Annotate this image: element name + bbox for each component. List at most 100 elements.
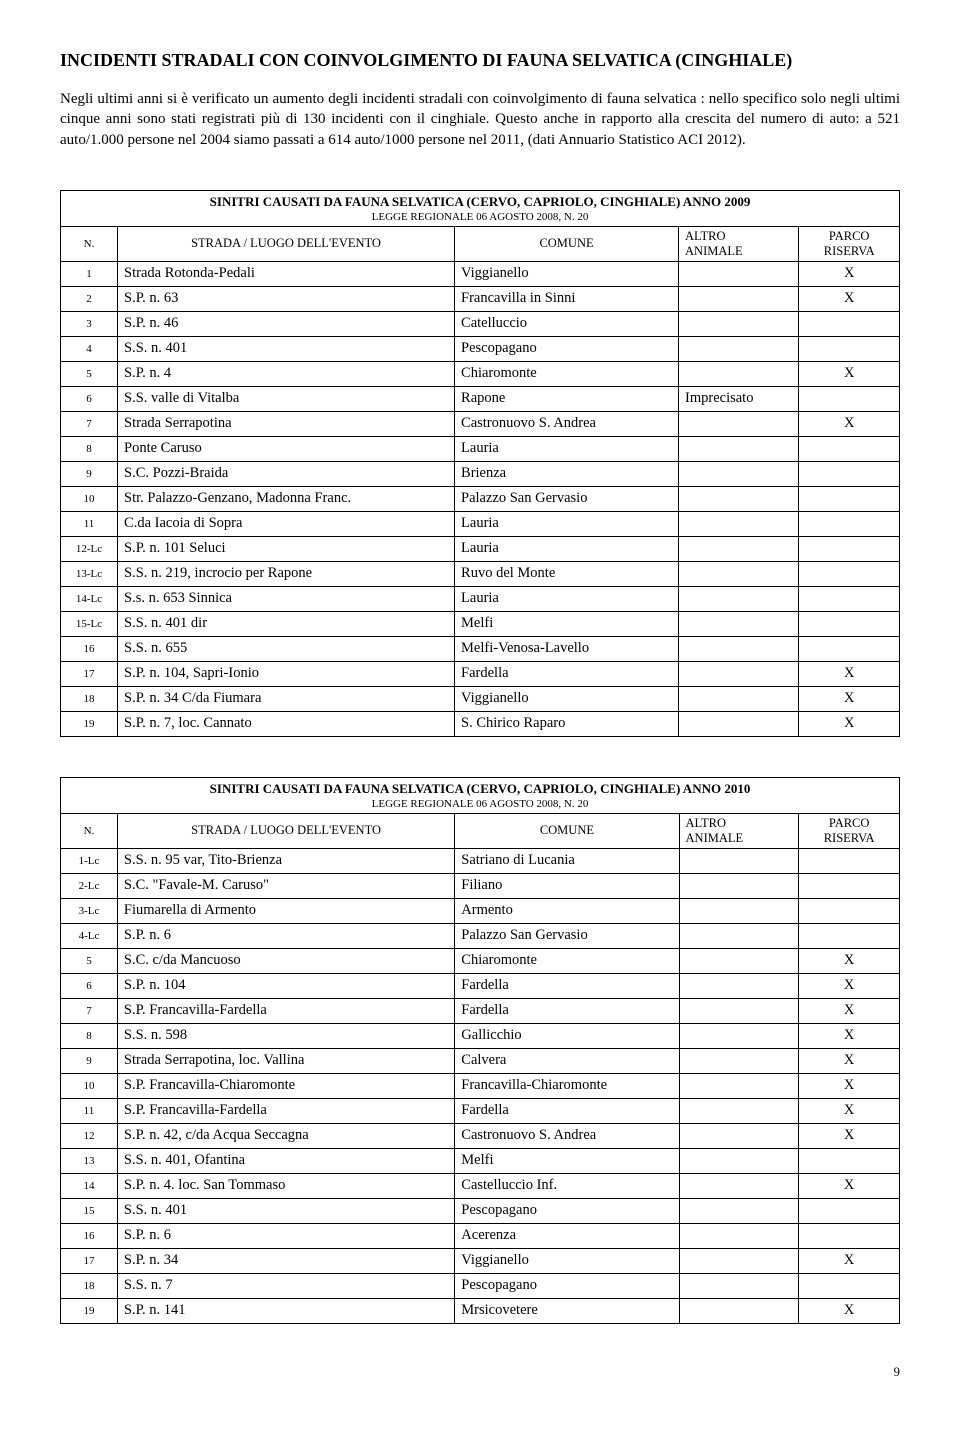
table-cell: S.P. Francavilla-Fardella <box>117 1098 454 1123</box>
column-header: N. <box>61 813 118 848</box>
table-cell: S.P. n. 46 <box>118 311 455 336</box>
table-cell: S.P. n. 101 Seluci <box>118 536 455 561</box>
table-cell: S.P. n. 4 <box>118 361 455 386</box>
table-cell: Mrsicovetere <box>455 1298 679 1323</box>
table-cell: Viggianello <box>455 686 679 711</box>
table-cell: S.P. Francavilla-Fardella <box>117 998 454 1023</box>
table-cell <box>799 1148 900 1173</box>
table-cell: Fardella <box>455 1098 679 1123</box>
table-cell <box>679 1023 799 1048</box>
table-cell: Ruvo del Monte <box>455 561 679 586</box>
table-row: 2S.P. n. 63Francavilla in SinniX <box>61 286 900 311</box>
table-row: 14S.P. n. 4. loc. San TommasoCastellucci… <box>61 1173 900 1198</box>
table-cell: S.P. n. 104, Sapri-Ionio <box>118 661 455 686</box>
table-block: SINITRI CAUSATI DA FAUNA SELVATICA (CERV… <box>60 777 900 1324</box>
table-cell <box>799 898 900 923</box>
page-title: INCIDENTI STRADALI CON COINVOLGIMENTO DI… <box>60 50 900 71</box>
column-header: COMUNE <box>455 813 679 848</box>
table-cell: S.P. n. 34 C/da Fiumara <box>118 686 455 711</box>
table-cell: Brienza <box>455 461 679 486</box>
table-cell: 19 <box>61 711 118 736</box>
table-cell: X <box>799 1073 900 1098</box>
table-cell: Fardella <box>455 661 679 686</box>
table-row: 8Ponte CarusoLauria <box>61 436 900 461</box>
table-cell: S.S. n. 7 <box>117 1273 454 1298</box>
table-cell: S.C. c/da Mancuoso <box>117 948 454 973</box>
table-cell <box>679 586 799 611</box>
table-cell: Francavilla-Chiaromonte <box>455 1073 679 1098</box>
column-header: PARCORISERVA <box>799 226 900 261</box>
table-cell: Viggianello <box>455 1248 679 1273</box>
table-cell: 7 <box>61 411 118 436</box>
table-cell: S.P. n. 34 <box>117 1248 454 1273</box>
table-cell <box>679 486 799 511</box>
table-cell: Fiumarella di Armento <box>117 898 454 923</box>
table-cell <box>679 1048 799 1073</box>
table-cell <box>679 1223 799 1248</box>
table-row: 3S.P. n. 46Catelluccio <box>61 311 900 336</box>
table-row: 12S.P. n. 42, c/da Acqua SeccagnaCastron… <box>61 1123 900 1148</box>
table-cell: C.da Iacoia di Sopra <box>118 511 455 536</box>
table-cell: S.P. n. 4. loc. San Tommaso <box>117 1173 454 1198</box>
table-cell: X <box>799 1098 900 1123</box>
table-block: SINITRI CAUSATI DA FAUNA SELVATICA (CERV… <box>60 190 900 737</box>
table-cell <box>679 511 799 536</box>
table-row: 2-LcS.C. "Favale-M. Caruso"Filiano <box>61 873 900 898</box>
table-subtitle: LEGGE REGIONALE 06 AGOSTO 2008, N. 20 <box>60 211 900 226</box>
table-row: 16S.P. n. 6Acerenza <box>61 1223 900 1248</box>
table-cell: Acerenza <box>455 1223 679 1248</box>
table-cell <box>799 536 900 561</box>
table-cell <box>679 948 799 973</box>
table-cell: S.C. Pozzi-Braida <box>118 461 455 486</box>
table-row: 5S.P. n. 4ChiaromonteX <box>61 361 900 386</box>
table-row: 4S.S. n. 401Pescopagano <box>61 336 900 361</box>
table-cell: 12 <box>61 1123 118 1148</box>
table-row: 6S.P. n. 104FardellaX <box>61 973 900 998</box>
table-cell: Chiaromonte <box>455 361 679 386</box>
incidents-table: N.STRADA / LUOGO DELL'EVENTOCOMUNEALTROA… <box>60 813 900 1324</box>
table-cell: Castronuovo S. Andrea <box>455 411 679 436</box>
table-cell: Lauria <box>455 436 679 461</box>
table-cell: X <box>799 948 900 973</box>
column-header: STRADA / LUOGO DELL'EVENTO <box>117 813 454 848</box>
table-cell <box>799 1223 900 1248</box>
table-cell <box>679 1073 799 1098</box>
table-cell: Fardella <box>455 973 679 998</box>
table-cell: X <box>799 1123 900 1148</box>
table-cell: 9 <box>61 461 118 486</box>
table-cell: 3-Lc <box>61 898 118 923</box>
table-cell <box>799 923 900 948</box>
table-row: 14-LcS.s. n. 653 SinnicaLauria <box>61 586 900 611</box>
table-cell <box>679 923 799 948</box>
table-cell: 8 <box>61 436 118 461</box>
table-row: 18S.S. n. 7Pescopagano <box>61 1273 900 1298</box>
table-cell: 11 <box>61 511 118 536</box>
table-cell: 13 <box>61 1148 118 1173</box>
table-cell: Melfi-Venosa-Lavello <box>455 636 679 661</box>
table-cell: Catelluccio <box>455 311 679 336</box>
table-cell: S.S. n. 401 dir <box>118 611 455 636</box>
table-row: 17S.P. n. 34ViggianelloX <box>61 1248 900 1273</box>
table-cell: S.S. n. 219, incrocio per Rapone <box>118 561 455 586</box>
table-cell: 5 <box>61 948 118 973</box>
table-cell: Lauria <box>455 511 679 536</box>
table-cell: S.P. n. 7, loc. Cannato <box>118 711 455 736</box>
column-header: COMUNE <box>455 226 679 261</box>
table-title: SINITRI CAUSATI DA FAUNA SELVATICA (CERV… <box>60 777 900 798</box>
table-cell <box>799 611 900 636</box>
table-cell: Palazzo San Gervasio <box>455 923 679 948</box>
table-row: 7Strada SerrapotinaCastronuovo S. Andrea… <box>61 411 900 436</box>
table-cell: S.s. n. 653 Sinnica <box>118 586 455 611</box>
table-cell <box>679 998 799 1023</box>
table-cell <box>679 436 799 461</box>
table-cell: S.P. n. 42, c/da Acqua Seccagna <box>117 1123 454 1148</box>
table-cell: Viggianello <box>455 261 679 286</box>
table-cell: Calvera <box>455 1048 679 1073</box>
table-cell: X <box>799 1248 900 1273</box>
table-cell <box>679 1173 799 1198</box>
table-cell: Gallicchio <box>455 1023 679 1048</box>
table-cell: Castelluccio Inf. <box>455 1173 679 1198</box>
table-row: 7S.P. Francavilla-FardellaFardellaX <box>61 998 900 1023</box>
table-cell: S.S. n. 655 <box>118 636 455 661</box>
table-cell: Strada Rotonda-Pedali <box>118 261 455 286</box>
